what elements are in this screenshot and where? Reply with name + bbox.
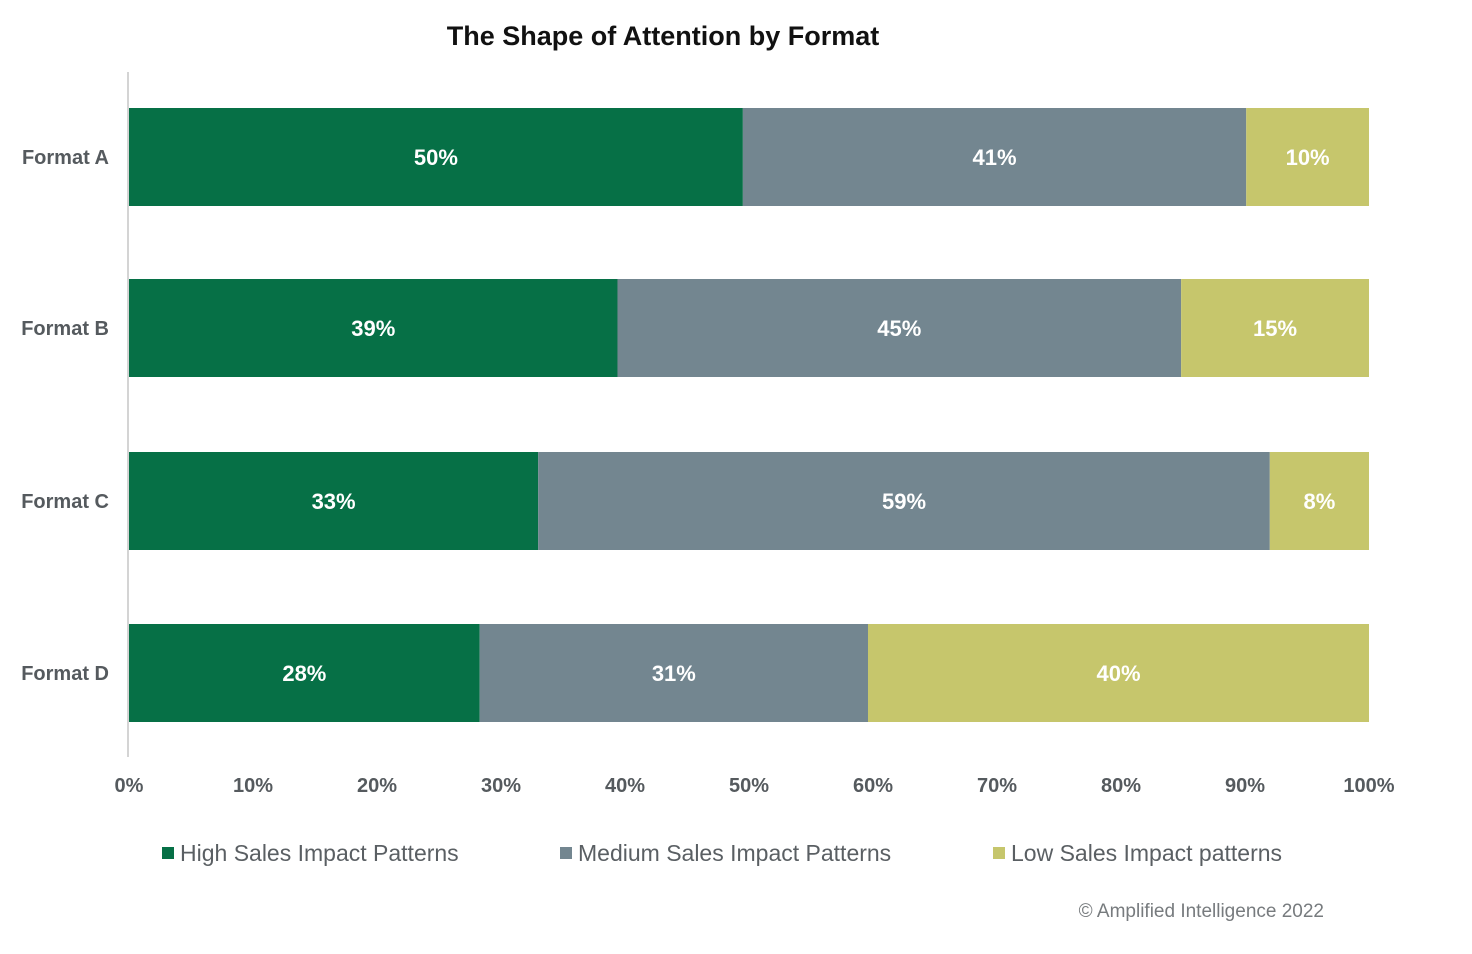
bar-segment-low-format-c [1269,452,1369,550]
data-label: 59% [882,489,926,514]
bar-segment-high-format-d [129,624,480,722]
data-label: 10% [1286,145,1330,170]
x-tick-label: 30% [481,775,521,797]
x-tick-label: 100% [1343,775,1394,797]
legend: High Sales Impact Patterns Medium Sales I… [162,840,1282,866]
bar-segment-low-format-b [1181,279,1369,377]
bar-segment-high-format-a [129,108,743,206]
legend-swatch [993,847,1005,859]
bar-segment-high-format-b [129,279,618,377]
bar-segment-medium-format-b [617,279,1182,377]
x-tick-label: 60% [853,775,893,797]
data-label: 28% [282,661,326,686]
legend-swatch [560,847,572,859]
data-label: 41% [973,145,1017,170]
bar-segment-medium-format-c [538,452,1270,550]
x-tick-label: 90% [1225,775,1265,797]
bar-segment-medium-format-d [479,624,868,722]
legend-swatch [162,847,174,859]
copyright-text: © Amplified Intelligence 2022 [1079,901,1324,922]
data-label: 15% [1253,316,1297,341]
x-axis-tick-labels: 0% 10% 20% 30% 40% 50% 60% 70% 80% 90% 100% [115,775,1395,797]
legend-label: High Sales Impact Patterns [180,840,459,866]
category-label: Format D [21,663,109,685]
bar-segment-low-format-a [1246,108,1369,206]
data-label: 8% [1304,489,1336,514]
legend-label: Medium Sales Impact Patterns [578,840,891,866]
data-label: 50% [414,145,458,170]
x-tick-label: 70% [977,775,1017,797]
x-tick-label: 40% [605,775,645,797]
bar-segment-medium-format-a [742,108,1247,206]
x-tick-label: 0% [115,775,144,797]
bars-layer: 50% 41% 10% 39% 45% 15% 33% 59% 8% 28% 31% 40% [129,108,1369,722]
chart-title: The Shape of Attention by Format [447,21,880,51]
bar-segment-high-format-c [129,452,539,550]
legend-label: Low Sales Impact patterns [1011,840,1282,866]
data-label: 39% [351,316,395,341]
bar-segment-low-format-d [867,624,1369,722]
data-label: 31% [652,661,696,686]
data-label: 45% [877,316,921,341]
x-tick-label: 50% [729,775,769,797]
x-tick-label: 80% [1101,775,1141,797]
x-tick-label: 10% [233,775,273,797]
data-label: 40% [1096,661,1140,686]
category-label: Format C [21,491,109,513]
category-label: Format A [22,147,109,169]
data-label: 33% [312,489,356,514]
x-tick-label: 20% [357,775,397,797]
category-labels: Format A Format B Format C Format D [21,147,109,685]
category-label: Format B [21,318,109,340]
